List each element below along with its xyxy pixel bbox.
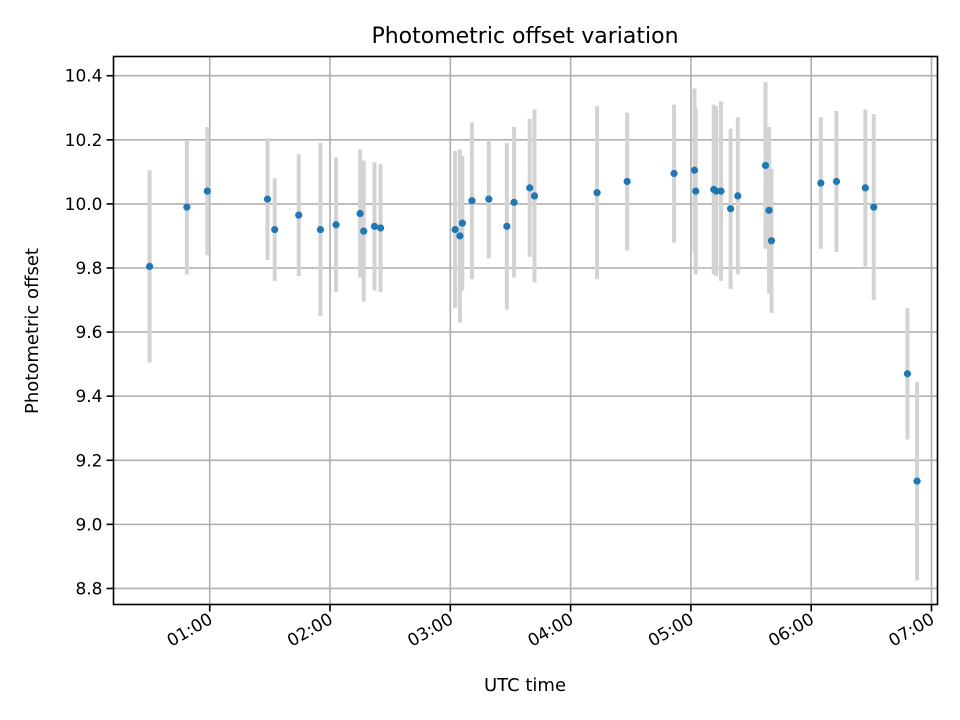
- data-point: [903, 370, 912, 378]
- x-tick-label: 01:00: [164, 610, 216, 652]
- data-point: [376, 224, 385, 232]
- data-point: [817, 179, 825, 187]
- y-axis-ticks: 8.8 9.0 9.2 9.4 9.6 9.8 10.0 10.2 10.4: [65, 67, 114, 599]
- data-point: [456, 232, 464, 240]
- data-point: [451, 225, 459, 234]
- data-point: [767, 237, 776, 245]
- data-point: [458, 219, 466, 227]
- data-point: [145, 262, 154, 271]
- data-point: [861, 184, 869, 192]
- data-point: [316, 225, 325, 234]
- y-tick-label: 9.0: [75, 515, 102, 535]
- grid-lines: [113, 56, 938, 605]
- data-point: [692, 187, 700, 195]
- chart-title: Photometric offset variation: [371, 24, 678, 49]
- data-point: [360, 227, 368, 235]
- data-point: [203, 187, 211, 195]
- data-point: [690, 166, 699, 174]
- x-tick-label: 07:00: [886, 610, 938, 652]
- data-point: [870, 203, 878, 211]
- data-point: [717, 187, 725, 195]
- x-axis-ticks: 01:00 02:00 03:00 04:00 05:00 06:00 07:00: [164, 604, 938, 652]
- data-point: [734, 192, 742, 200]
- data-point: [761, 161, 770, 170]
- data-point: [832, 177, 841, 186]
- x-tick-label: 05:00: [645, 610, 697, 652]
- data-point: [332, 221, 340, 229]
- x-tick-label: 06:00: [765, 610, 817, 652]
- y-axis-label: Photometric offset: [22, 248, 43, 414]
- data-point: [510, 198, 518, 206]
- y-tick-label: 10.0: [65, 195, 103, 215]
- y-tick-label: 9.8: [75, 259, 102, 279]
- data-series: [145, 82, 921, 581]
- data-point: [356, 209, 364, 218]
- data-point: [468, 197, 476, 205]
- x-tick-label: 02:00: [284, 610, 336, 652]
- data-point: [263, 195, 272, 203]
- y-tick-label: 8.8: [75, 579, 102, 599]
- data-point: [670, 169, 678, 178]
- y-tick-label: 9.4: [75, 387, 102, 407]
- data-point: [726, 205, 735, 213]
- plot-frame: [112, 55, 939, 606]
- y-tick-label: 10.2: [65, 131, 103, 151]
- x-axis-label: UTC time: [484, 675, 566, 696]
- y-tick-label: 9.6: [75, 323, 102, 343]
- data-point: [913, 477, 921, 485]
- data-point: [530, 192, 539, 200]
- data-point: [593, 189, 601, 197]
- data-point: [526, 184, 534, 192]
- x-tick-label: 03:00: [404, 610, 456, 652]
- data-point: [503, 222, 511, 230]
- data-point: [623, 177, 631, 186]
- y-tick-label: 10.4: [65, 67, 103, 87]
- x-tick-label: 04:00: [525, 610, 577, 652]
- data-point: [271, 225, 279, 234]
- y-tick-label: 9.2: [75, 451, 102, 471]
- data-point: [183, 203, 191, 211]
- data-point: [485, 195, 493, 203]
- data-point: [370, 222, 379, 230]
- data-point: [295, 211, 303, 219]
- data-point: [765, 206, 773, 214]
